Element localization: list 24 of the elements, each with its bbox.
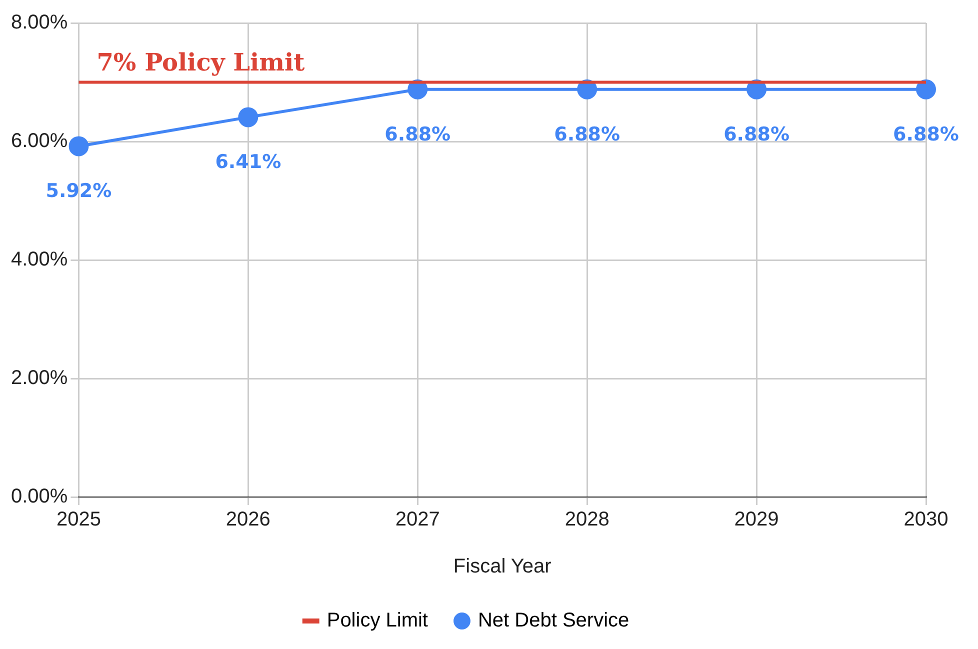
x-tick-label: 2025 <box>56 508 101 531</box>
legend-label: Policy Limit <box>326 610 428 632</box>
data-label: 5.92% <box>46 180 112 202</box>
legend-label: Net Debt Service <box>478 610 630 632</box>
y-tick-label: 0.00% <box>10 486 68 508</box>
y-tick-label: 2.00% <box>10 367 68 390</box>
x-axis-title: Fiscal Year <box>453 556 552 578</box>
data-label: 6.88% <box>893 123 959 146</box>
data-label: 6.41% <box>215 151 282 174</box>
y-tick-label: 6.00% <box>10 130 68 152</box>
x-tick-label: 2028 <box>564 508 610 531</box>
y-tick-label: 4.00% <box>10 248 68 271</box>
x-tick-label: 2027 <box>395 508 440 531</box>
x-tick-label: 2029 <box>734 508 779 531</box>
data-label: 6.88% <box>384 123 451 146</box>
x-tick-label: 2026 <box>226 508 270 531</box>
x-tick-label: 2030 <box>904 508 948 531</box>
point <box>68 136 89 156</box>
data-label: 6.88% <box>554 123 620 146</box>
data-label: 6.88% <box>724 123 790 146</box>
y-tick-label: 8.00% <box>10 12 68 34</box>
annotation: 7% Policy Limit <box>96 47 305 76</box>
point <box>238 107 258 128</box>
point <box>916 79 936 100</box>
